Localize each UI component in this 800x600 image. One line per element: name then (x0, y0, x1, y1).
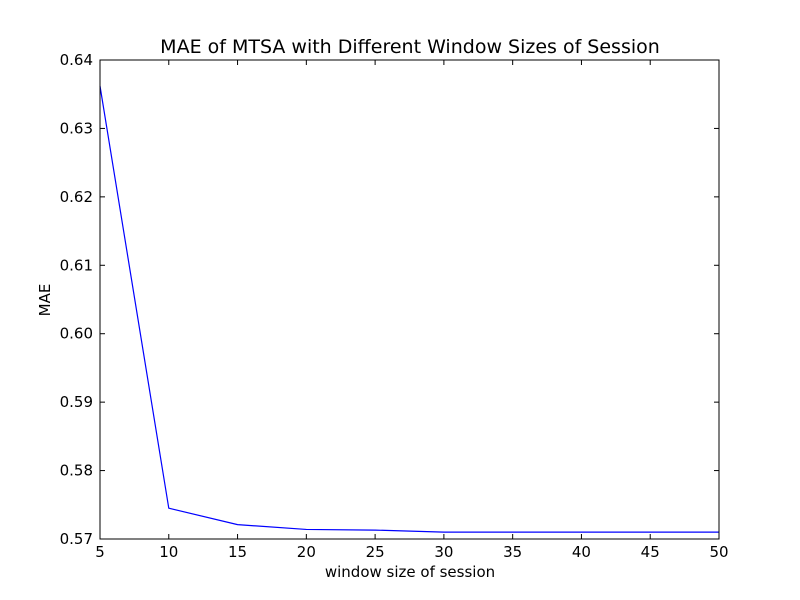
y-tick-label: 0.58 (60, 462, 93, 480)
x-tick-label: 10 (159, 543, 178, 561)
x-tick-label: 50 (709, 543, 728, 561)
plot-area (100, 60, 719, 539)
x-tick-label: 35 (503, 543, 522, 561)
chart-title: MAE of MTSA with Different Window Sizes … (160, 36, 660, 58)
y-tick-label: 0.61 (60, 256, 93, 274)
x-tick-label: 5 (95, 543, 105, 561)
x-tick-label: 40 (572, 543, 591, 561)
y-tick-label: 0.60 (60, 325, 93, 343)
y-tick-label: 0.62 (60, 188, 93, 206)
y-tick-label: 0.64 (60, 51, 93, 69)
y-axis-title: MAE (36, 284, 54, 317)
ticks-layer: 5 10 15 20 25 30 35 40 45 50 0.57 0.58 0.59 0.60 0.61 0… (60, 51, 729, 561)
x-tick-label: 15 (228, 543, 247, 561)
y-tick-label: 0.57 (60, 530, 93, 548)
x-axis-title: window size of session (325, 563, 495, 581)
x-tick-label: 45 (641, 543, 660, 561)
x-tick-label: 25 (366, 543, 385, 561)
x-tick-label: 30 (434, 543, 453, 561)
series-layer (99, 85, 719, 533)
y-tick-label: 0.63 (60, 119, 93, 137)
x-tick-label: 20 (297, 543, 316, 561)
plot-frame (99, 59, 720, 540)
y-tick-label: 0.59 (60, 393, 93, 411)
series-line (99, 85, 719, 533)
